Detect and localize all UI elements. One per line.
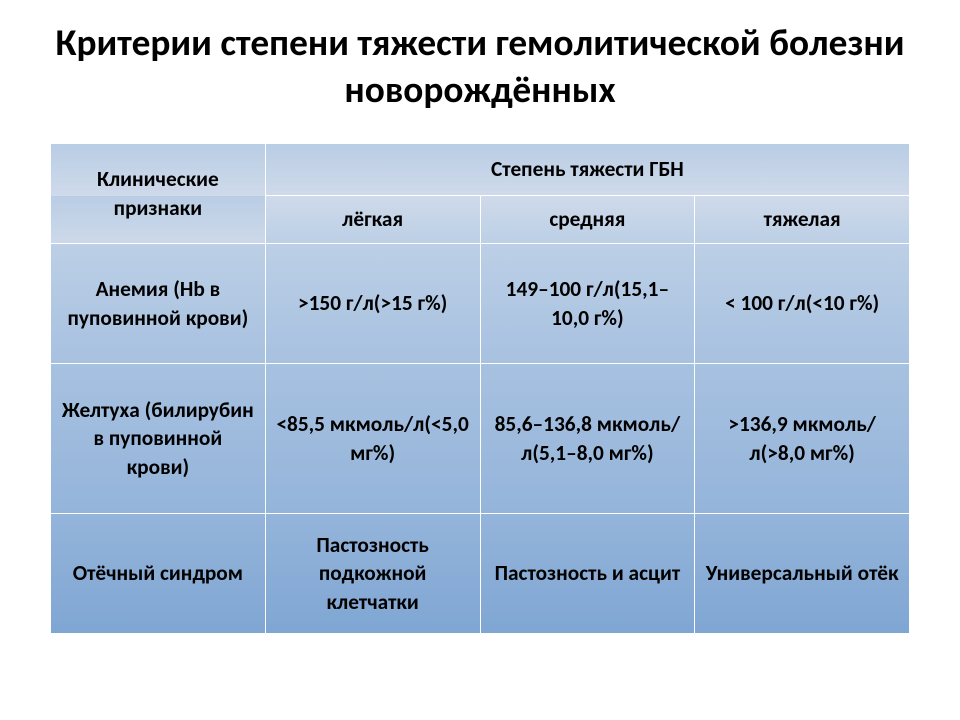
cell-clinical: Желтуха (билирубин в пуповинной крови) — [51, 364, 266, 514]
severity-table: Клинические признаки Степень тяжести ГБН… — [50, 143, 910, 634]
slide-title: Критерии степени тяжести гемолитической … — [50, 20, 910, 113]
cell-clinical: Отёчный синдром — [51, 514, 266, 634]
cell-moderate: 149–100 г/л(15,1–10,0 г%) — [480, 244, 695, 364]
cell-clinical: Анемия (Hb в пуповинной крови) — [51, 244, 266, 364]
cell-severe: < 100 г/л(<10 г%) — [695, 244, 910, 364]
cell-mild: Пастозность подкожной клетчатки — [265, 514, 480, 634]
header-severe: тяжелая — [695, 196, 910, 244]
cell-mild: <85,5 мкмоль/л(<5,0 мг%) — [265, 364, 480, 514]
header-severity-group: Степень тяжести ГБН — [265, 144, 909, 196]
cell-mild: >150 г/л(>15 г%) — [265, 244, 480, 364]
cell-severe: >136,9 мкмоль/л(>8,0 мг%) — [695, 364, 910, 514]
cell-moderate: 85,6–136,8 мкмоль/л(5,1–8,0 мг%) — [480, 364, 695, 514]
cell-moderate: Пастозность и асцит — [480, 514, 695, 634]
header-row-1: Клинические признаки Степень тяжести ГБН — [51, 144, 910, 196]
table-row: Анемия (Hb в пуповинной крови) >150 г/л(… — [51, 244, 910, 364]
header-mild: лёгкая — [265, 196, 480, 244]
header-moderate: средняя — [480, 196, 695, 244]
table-row: Желтуха (билирубин в пуповинной крови) <… — [51, 364, 910, 514]
table-row: Отёчный синдром Пастозность подкожной кл… — [51, 514, 910, 634]
header-clinical: Клинические признаки — [51, 144, 266, 244]
cell-severe: Универсальный отёк — [695, 514, 910, 634]
